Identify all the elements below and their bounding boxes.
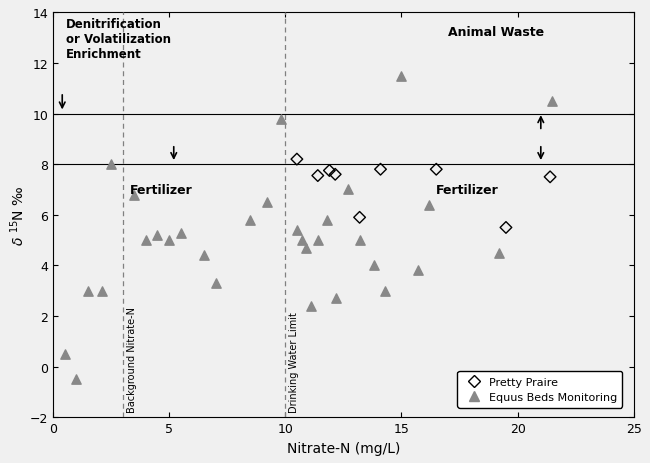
Y-axis label: $\delta$ $^{15}$N ‰: $\delta$ $^{15}$N ‰ xyxy=(8,185,27,245)
Point xyxy=(245,217,255,224)
X-axis label: Nitrate-N (mg/L): Nitrate-N (mg/L) xyxy=(287,441,400,455)
Point xyxy=(545,174,555,181)
Point xyxy=(59,350,70,358)
Point xyxy=(129,191,140,199)
Point xyxy=(140,237,151,244)
Point xyxy=(106,161,116,169)
Text: Denitrification
or Volatilization
Enrichment: Denitrification or Volatilization Enrich… xyxy=(66,19,171,61)
Point xyxy=(296,237,307,244)
Point xyxy=(343,187,353,194)
Point xyxy=(313,237,323,244)
Point xyxy=(330,171,341,179)
Point xyxy=(306,302,316,310)
Point xyxy=(396,73,407,80)
Point xyxy=(331,295,341,302)
Text: Background Nitrate-N: Background Nitrate-N xyxy=(127,307,136,412)
Point xyxy=(71,376,81,383)
Point xyxy=(97,288,107,295)
Point xyxy=(164,237,174,244)
Point xyxy=(292,156,302,163)
Point xyxy=(354,237,365,244)
Text: Drinking Water Limit: Drinking Water Limit xyxy=(289,312,300,412)
Point xyxy=(494,250,504,257)
Text: Animal Waste: Animal Waste xyxy=(448,26,544,39)
Point xyxy=(369,262,379,269)
Point xyxy=(261,199,272,206)
Point xyxy=(176,229,186,237)
Text: Fertilizer: Fertilizer xyxy=(129,184,192,197)
Point xyxy=(199,252,209,259)
Point xyxy=(375,166,385,174)
Point xyxy=(354,214,365,222)
Legend: Pretty Praire, Equus Beds Monitoring: Pretty Praire, Equus Beds Monitoring xyxy=(458,371,622,408)
Point xyxy=(313,173,323,180)
Point xyxy=(211,280,221,287)
Text: Fertilizer: Fertilizer xyxy=(436,184,499,197)
Point xyxy=(431,166,441,174)
Point xyxy=(547,98,558,106)
Point xyxy=(276,116,286,123)
Point xyxy=(292,227,302,234)
Point xyxy=(413,267,423,275)
Point xyxy=(301,244,311,252)
Point xyxy=(322,217,332,224)
Point xyxy=(500,224,511,232)
Point xyxy=(83,288,93,295)
Point xyxy=(424,201,434,209)
Point xyxy=(152,232,162,239)
Point xyxy=(324,168,335,175)
Point xyxy=(380,288,391,295)
